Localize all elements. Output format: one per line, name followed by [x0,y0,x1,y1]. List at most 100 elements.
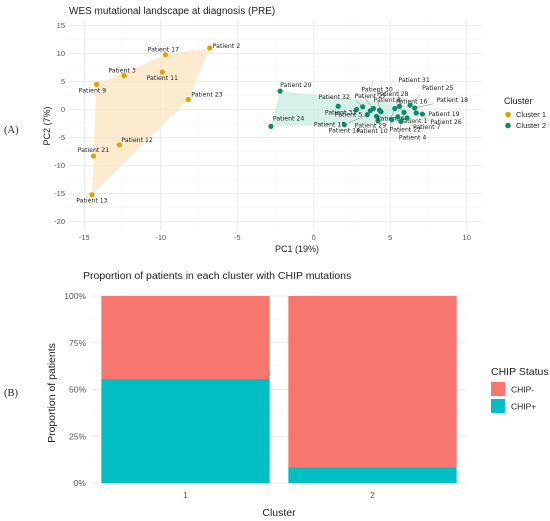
panel-label-b: (B) [4,388,19,399]
data-point [93,81,100,87]
point-label: Patient 27 [355,93,386,100]
point-label: Patient 29 [355,122,386,129]
data-point [407,102,413,108]
point-label: Patient 17 [148,47,179,54]
legend-label-CHIP-: CHIP- [511,385,534,395]
panel-label-a: (A) [4,125,19,136]
data-point [121,72,127,79]
point-label: Patient 33 [325,110,356,117]
bar-ylabel: Proportion of patients [46,343,58,443]
bar-plot-area: 0% 25% 50% 75% 100% 1 2 [64,291,466,500]
point-label: Patient 10 [356,128,387,135]
data-point [116,142,123,148]
point-label: Patient 24 [273,115,304,122]
y-tick-label: 50% [69,385,86,395]
x-tick-label: 10 [463,233,471,242]
data-point [268,123,274,129]
point-label: Patient 16 [396,98,427,105]
legend-key-CHIP+ [491,399,505,413]
bar-segment-CHIP- [288,296,457,468]
x-tick-label: -15 [79,233,90,242]
y-tick-label: 0 [61,105,65,114]
data-point [341,122,347,128]
bar-segment-CHIP- [101,296,270,380]
bar-legend-title: CHIP Status [491,366,549,378]
legend-label-CHIP+: CHIP+ [511,402,536,412]
data-point [364,112,370,118]
data-point [389,117,395,123]
point-label: Patient 15 [314,122,345,129]
data-point [185,96,191,103]
bar-xlabel: Cluster [262,507,296,519]
point-label: Patient 25 [422,85,453,92]
point-label: Patient 4 [399,134,427,141]
bar-title: Proportion of patients in each cluster w… [83,270,351,282]
label-leader-line [398,89,400,107]
x-tick-label: -10 [155,233,166,242]
point-label: Patient 13 [76,198,107,205]
point-label: Patient 32 [319,94,350,101]
point-label: Patient 26 [430,119,461,126]
point-label: Patient 2 [213,43,241,50]
point-label: Patient 21 [78,147,109,154]
point-label: Patient 20 [280,82,311,89]
y-tick-label: 5 [61,77,65,86]
point-label: Patient 9 [79,87,107,94]
label-leader-line [363,96,374,109]
legend-label-1: Cluster 1 [516,110,546,119]
point-label: Patient 28 [377,91,408,98]
data-point [396,103,402,109]
point-label: Patient 11 [147,75,178,82]
point-label: Patient 8 [374,97,402,104]
data-point [89,192,95,198]
data-point [413,110,419,116]
legend-key-1 [505,111,511,118]
point-label: Patient 23 [191,92,222,99]
label-leader-line [348,114,368,124]
data-point [375,118,381,124]
data-point [395,114,401,120]
x-tick-label: 5 [388,233,392,242]
legend-key-CHIP- [491,382,505,396]
x-tick-label: -5 [234,233,241,242]
y-tick-label: -10 [54,161,65,170]
data-point [392,105,398,112]
data-point [398,118,404,124]
data-point [277,88,283,94]
y-tick-label: 10 [57,49,65,58]
point-label: Patient 22 [390,127,421,134]
scatter-title: WES mutational landscape at diagnosis (P… [69,6,275,17]
point-label: Patient 19 [428,111,459,118]
point-label: Patient 31 [398,77,429,84]
data-point [373,113,380,119]
data-point [360,104,366,110]
data-point [419,111,425,117]
data-point [412,105,418,111]
scatter-legend-title: Cluster [504,96,533,106]
x-tick-label: 1 [183,490,188,500]
point-label: Patient 7 [413,124,441,131]
data-point [90,153,97,159]
point-label: Patient 5 [335,112,363,119]
point-label: Patient 3 [108,67,136,74]
data-point [207,45,213,51]
point-label: Patient 18 [437,97,468,104]
y-tick-label: -15 [54,189,65,198]
y-tick-label: -20 [54,217,65,226]
x-tick-label: 2 [370,490,375,500]
y-tick-label: -5 [58,133,65,142]
bar-segment-CHIP+ [101,379,270,483]
bar-legend: CHIP Status CHIP- CHIP+ [491,366,549,413]
bar-segment-CHIP+ [288,467,457,483]
y-tick-label: 0% [74,478,87,488]
point-label: Patient 12 [121,137,152,144]
data-point [335,103,341,109]
data-point [404,115,410,121]
label-leader-line [414,103,434,109]
data-point [353,107,360,113]
y-tick-label: 75% [69,338,86,348]
data-point [401,109,407,115]
x-tick-label: 0 [312,233,316,242]
legend-label-2: Cluster 2 [516,121,546,130]
